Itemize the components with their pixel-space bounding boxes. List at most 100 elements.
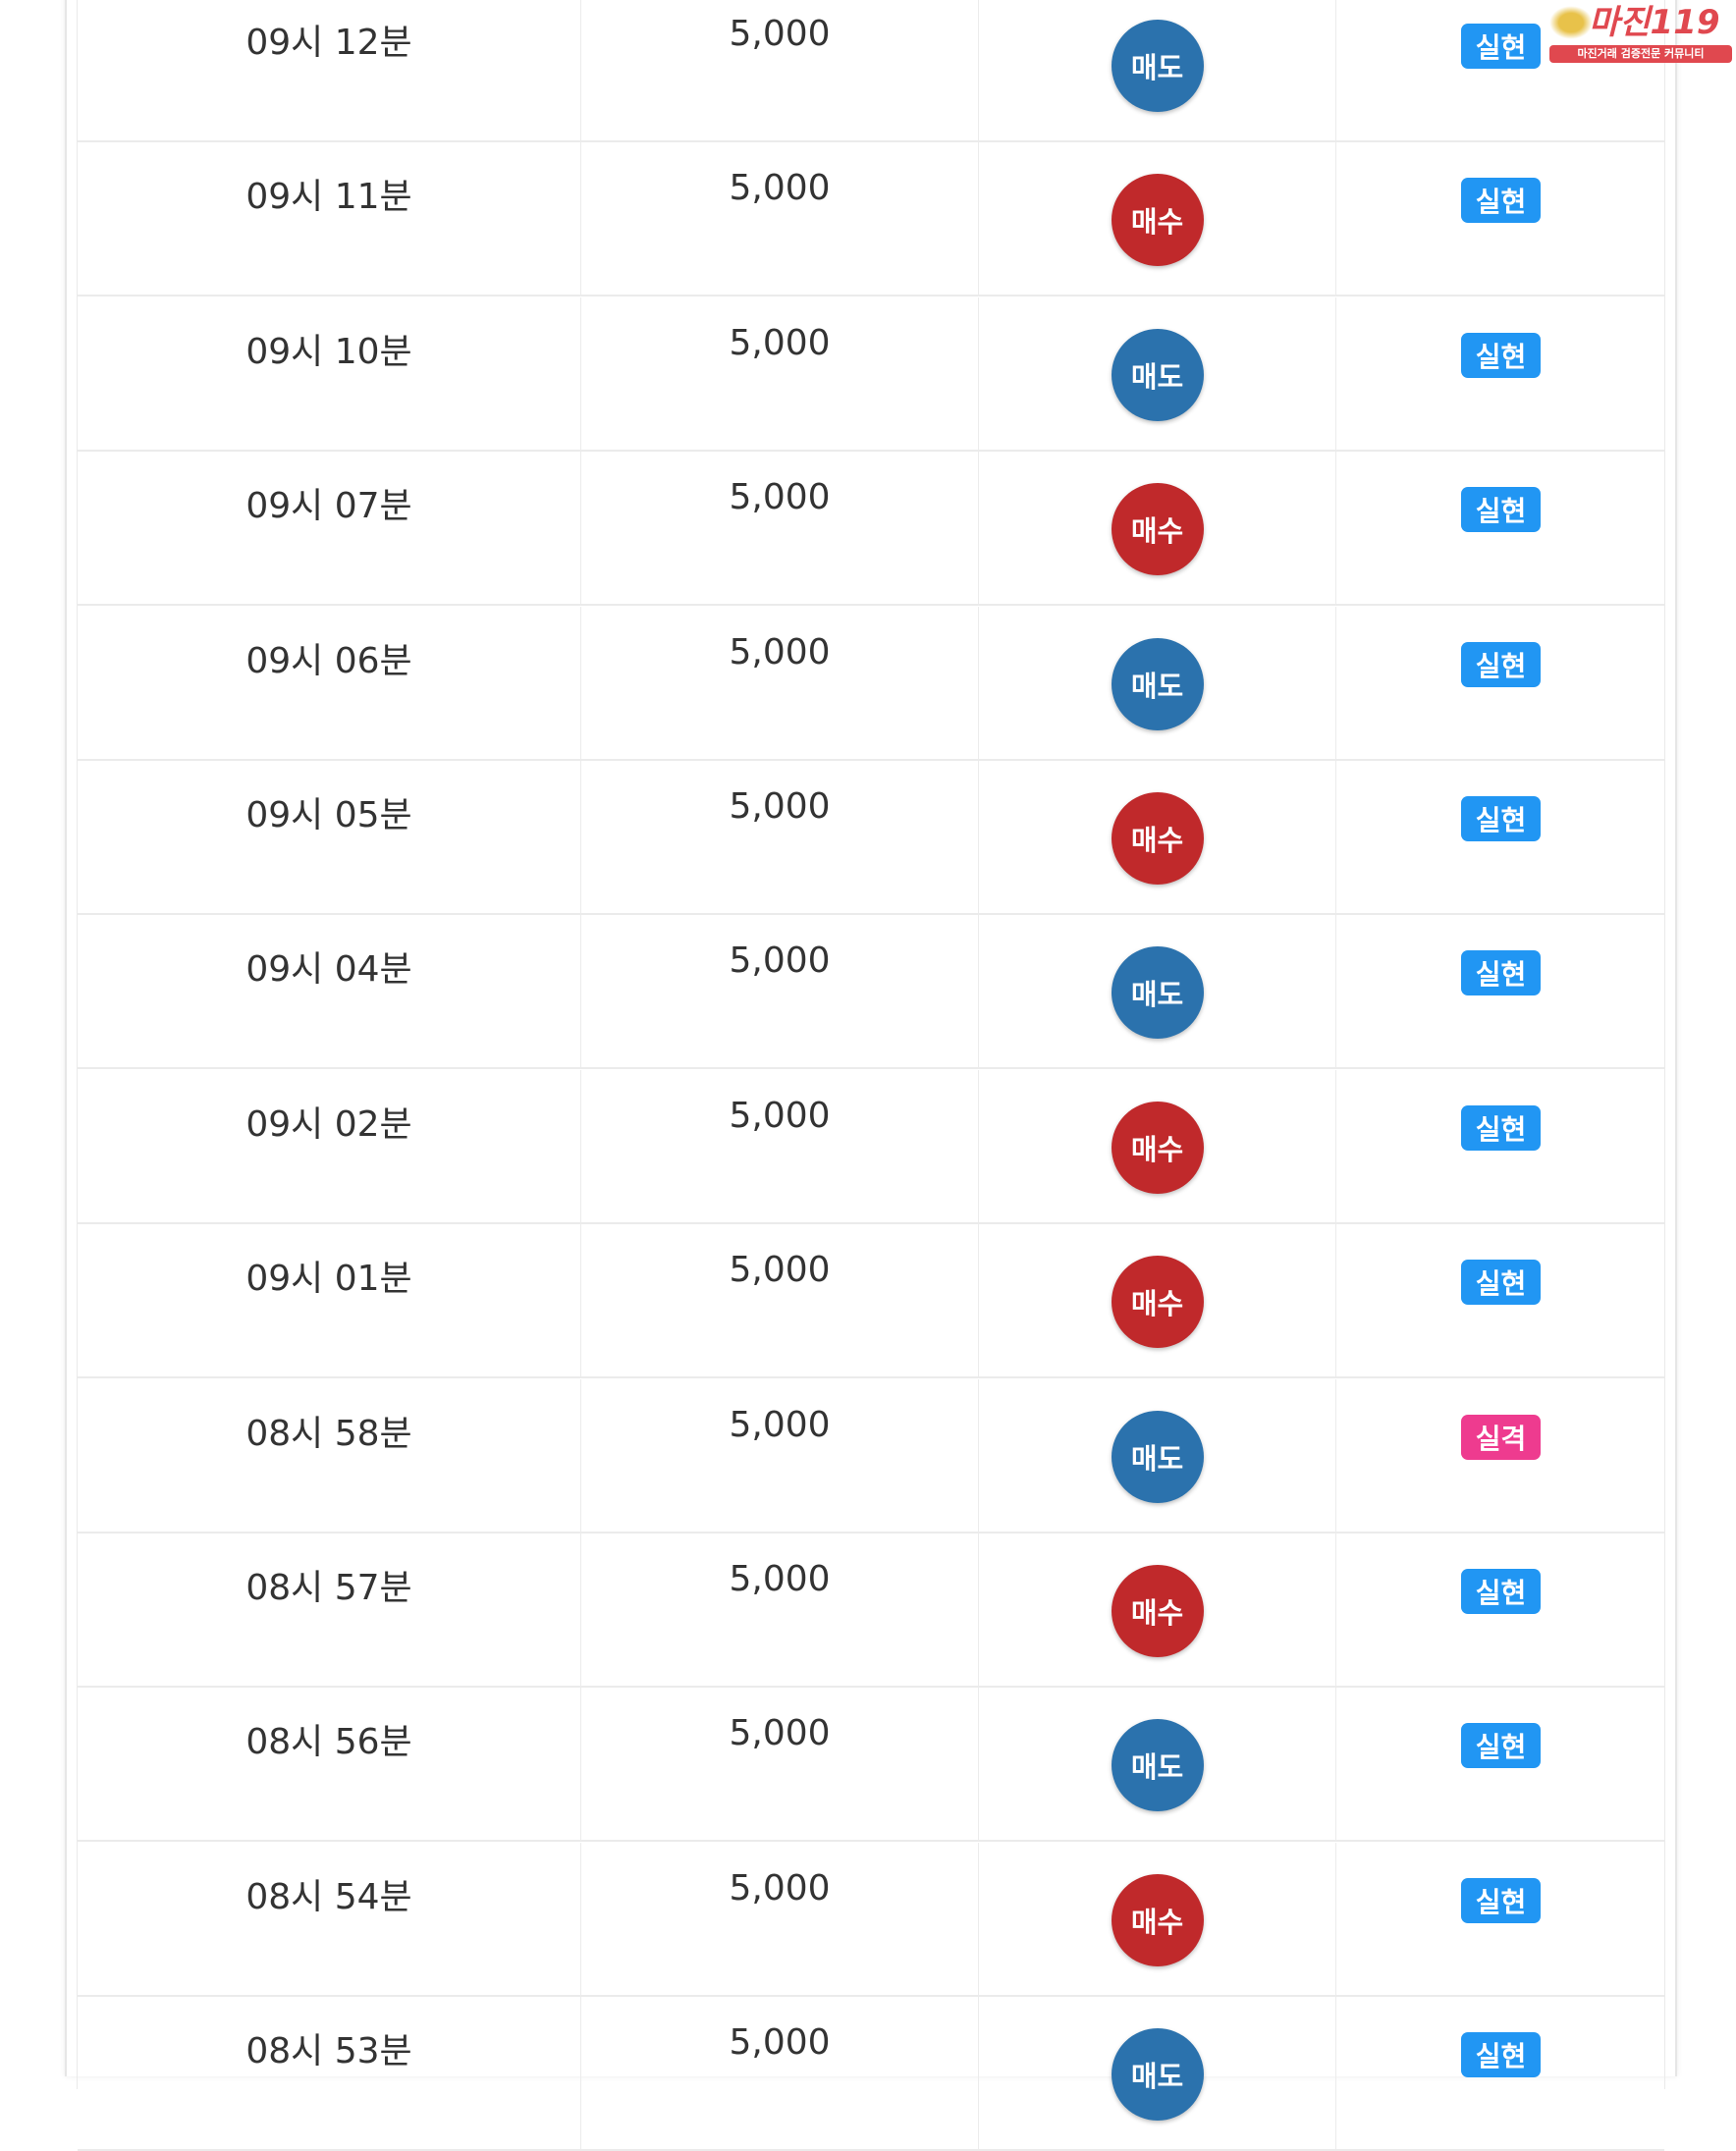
amount-text: 5,000 <box>729 14 831 54</box>
table-row: 09시 01분 5,000 매수 실현 <box>78 1224 1664 1379</box>
result-badge-success: 실현 <box>1461 2032 1541 2078</box>
amount-text: 5,000 <box>729 1713 831 1754</box>
table-row: 08시 57분 5,000 매수 실현 <box>78 1533 1664 1688</box>
table-row: 08시 58분 5,000 매도 실격 <box>78 1378 1664 1533</box>
side-cell: 매수 <box>979 1533 1336 1686</box>
result-badge-success: 실현 <box>1461 487 1541 533</box>
time-cell: 08시 53분 <box>78 1997 581 2150</box>
result-cell: 실현 <box>1336 915 1664 1067</box>
amount-text: 5,000 <box>729 1867 831 1909</box>
sell-badge: 매도 <box>1111 1719 1204 1812</box>
time-cell: 09시 04분 <box>78 915 581 1068</box>
result-badge-success: 실현 <box>1461 641 1541 687</box>
buy-badge: 매수 <box>1111 1256 1204 1349</box>
result-cell: 실격 <box>1336 1379 1664 1532</box>
time-cell: 08시 57분 <box>78 1533 581 1686</box>
time-cell: 09시 11분 <box>78 142 581 296</box>
sell-badge: 매도 <box>1111 637 1204 730</box>
result-badge-fail: 실격 <box>1461 1414 1541 1460</box>
side-cell: 매도 <box>979 296 1336 450</box>
trade-results-table: 09시 12분 5,000 매도 실현 09시 11분 5,000 매수 실현 09시 10분 5… <box>77 0 1665 2151</box>
amount-text: 5,000 <box>729 1404 831 1445</box>
amount-cell: 5,000 <box>581 1688 979 1841</box>
table-row: 09시 06분 5,000 매도 실현 <box>78 606 1664 761</box>
amount-cell: 5,000 <box>581 1842 979 1995</box>
amount-cell: 5,000 <box>581 142 979 296</box>
result-badge-success: 실현 <box>1461 1877 1541 1923</box>
result-badge-success: 실현 <box>1461 1260 1541 1306</box>
side-cell: 매수 <box>979 1842 1336 1995</box>
table-row: 09시 07분 5,000 매수 실현 <box>78 452 1664 607</box>
amount-cell: 5,000 <box>581 296 979 450</box>
table-row: 08시 53분 5,000 매도 실현 <box>78 1997 1664 2151</box>
time-text: 09시 02분 <box>245 1103 412 1145</box>
table-row: 08시 54분 5,000 매수 실현 <box>78 1842 1664 1997</box>
side-cell: 매수 <box>979 452 1336 605</box>
time-cell: 09시 12분 <box>78 0 581 140</box>
sell-badge: 매도 <box>1111 946 1204 1040</box>
time-cell: 09시 07분 <box>78 452 581 605</box>
side-cell: 매도 <box>979 915 1336 1068</box>
result-cell: 실현 <box>1336 297 1664 450</box>
side-cell: 매도 <box>979 1378 1336 1532</box>
amount-cell: 5,000 <box>581 761 979 913</box>
time-text: 08시 58분 <box>245 1413 412 1454</box>
result-cell: 실현 <box>1336 1533 1664 1686</box>
result-badge-success: 실현 <box>1461 1104 1541 1151</box>
side-cell: 매수 <box>979 761 1336 913</box>
table-row: 08시 56분 5,000 매도 실현 <box>78 1688 1664 1843</box>
amount-cell: 5,000 <box>581 1533 979 1686</box>
result-cell: 실현 <box>1336 1070 1664 1222</box>
time-text: 08시 56분 <box>245 1722 412 1763</box>
amount-cell: 5,000 <box>581 1378 979 1532</box>
amount-text: 5,000 <box>729 1559 831 1599</box>
table-row: 09시 02분 5,000 매수 실현 <box>78 1069 1664 1224</box>
time-text: 08시 57분 <box>245 1568 412 1608</box>
result-cell: 실현 <box>1336 1688 1664 1840</box>
time-text: 09시 06분 <box>245 640 412 681</box>
sell-badge: 매도 <box>1111 328 1204 421</box>
sell-badge: 매도 <box>1111 1410 1204 1503</box>
result-badge-success: 실현 <box>1461 1723 1541 1769</box>
table-row: 09시 04분 5,000 매도 실현 <box>78 915 1664 1070</box>
buy-badge: 매수 <box>1111 792 1204 885</box>
time-cell: 08시 54분 <box>78 1842 581 1995</box>
result-badge-success: 실현 <box>1461 950 1541 996</box>
time-text: 09시 01분 <box>245 1259 412 1300</box>
time-text: 09시 04분 <box>245 949 412 991</box>
amount-text: 5,000 <box>729 786 831 827</box>
amount-cell: 5,000 <box>581 915 979 1068</box>
side-cell: 매수 <box>979 1069 1336 1222</box>
amount-cell: 5,000 <box>581 452 979 605</box>
table-row: 09시 11분 5,000 매수 실현 <box>78 142 1664 297</box>
result-cell: 실현 <box>1336 142 1664 295</box>
result-badge-success: 실현 <box>1461 24 1541 69</box>
table-row: 09시 05분 5,000 매수 실현 <box>78 761 1664 915</box>
amount-text: 5,000 <box>729 168 831 209</box>
side-cell: 매도 <box>979 1688 1336 1841</box>
amount-text: 5,000 <box>729 631 831 672</box>
time-text: 09시 07분 <box>245 486 412 527</box>
buy-badge: 매수 <box>1111 174 1204 267</box>
result-badge-success: 실현 <box>1461 796 1541 841</box>
amount-cell: 5,000 <box>581 1069 979 1222</box>
sell-badge: 매도 <box>1111 20 1204 112</box>
time-cell: 08시 56분 <box>78 1688 581 1841</box>
result-cell: 실현 <box>1336 452 1664 604</box>
time-cell: 09시 10분 <box>78 296 581 450</box>
amount-text: 5,000 <box>729 941 831 982</box>
result-cell: 실현 <box>1336 761 1664 913</box>
time-text: 09시 05분 <box>245 795 412 835</box>
table-row: 09시 10분 5,000 매도 실현 <box>78 296 1664 452</box>
result-cell: 실현 <box>1336 0 1664 140</box>
amount-cell: 5,000 <box>581 606 979 759</box>
amount-text: 5,000 <box>729 2022 831 2064</box>
buy-badge: 매수 <box>1111 1873 1204 1966</box>
amount-cell: 5,000 <box>581 1224 979 1377</box>
result-badge-success: 실현 <box>1461 178 1541 224</box>
time-cell: 09시 06분 <box>78 606 581 759</box>
time-text: 09시 11분 <box>245 177 412 218</box>
buy-badge: 매수 <box>1111 483 1204 576</box>
time-cell: 08시 58분 <box>78 1378 581 1532</box>
amount-cell: 5,000 <box>581 1997 979 2150</box>
